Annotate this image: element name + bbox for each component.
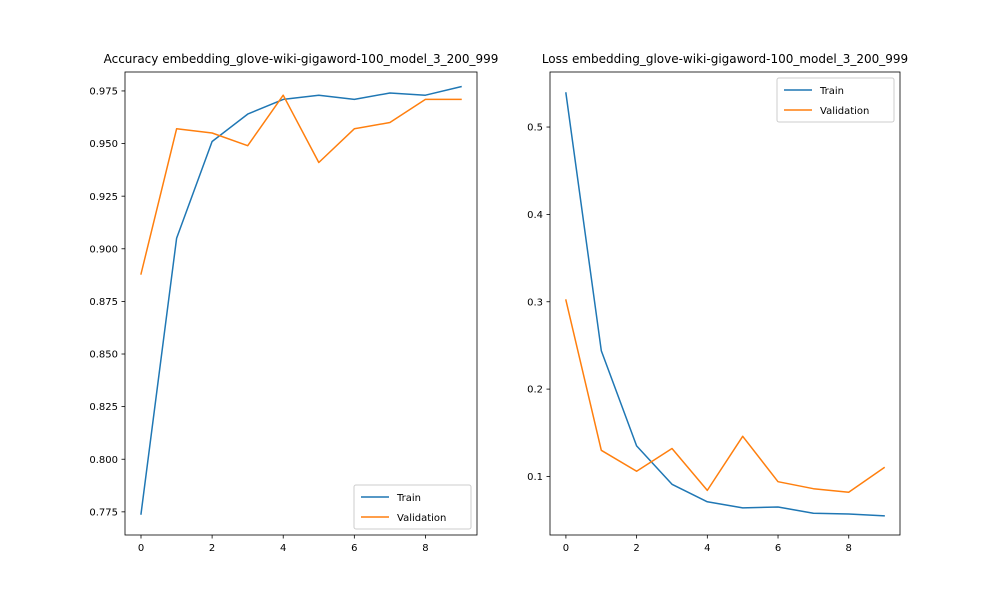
accuracy-validation-line [140, 94, 462, 275]
loss-chart-title: Loss embedding_glove-wiki-gigaword-100_m… [542, 52, 908, 66]
loss-axes-frame [549, 71, 901, 536]
accuracy-y-tick-label: 0.900 [89, 244, 118, 255]
accuracy-train-line [140, 85, 462, 515]
loss-x-tick-label: 8 [846, 543, 852, 554]
accuracy-x-tick-label: 6 [351, 543, 357, 554]
accuracy-legend-box [353, 484, 472, 530]
accuracy-y-tick-label: 0.825 [89, 402, 118, 413]
accuracy-y-tick-label: 0.975 [89, 87, 118, 98]
accuracy-chart-title: Accuracy embedding_glove-wiki-gigaword-1… [104, 52, 499, 66]
loss-legend-label-train: Train [819, 86, 844, 97]
loss-y-tick-label: 0.4 [527, 210, 543, 221]
accuracy-legend: Train Validation [353, 484, 472, 530]
accuracy-legend-label-train: Train [396, 493, 421, 504]
loss-legend-label-validation: Validation [820, 106, 869, 117]
accuracy-y-tick-label: 0.875 [89, 297, 118, 308]
loss-legend-box [776, 77, 895, 123]
loss-x-tick-label: 0 [563, 543, 569, 554]
accuracy-x-tick-label: 2 [209, 543, 215, 554]
loss-y-tick-label: 0.5 [527, 123, 543, 134]
loss-y-tick-label: 0.1 [527, 472, 543, 483]
loss-x-tick-label: 4 [704, 543, 710, 554]
loss-x-tick-label: 6 [775, 543, 781, 554]
accuracy-y-tick-label: 0.925 [89, 192, 118, 203]
loss-train-line [565, 92, 885, 517]
loss-x-tick-label: 2 [633, 543, 639, 554]
accuracy-legend-label-validation: Validation [397, 513, 446, 524]
accuracy-y-tick-label: 0.775 [89, 507, 118, 518]
loss-chart: 0 2 4 6 8 0.1 0.2 0.3 0.4 0.5 Loss embedding_glove… [527, 52, 908, 554]
loss-legend: Train Validation [776, 77, 895, 123]
loss-validation-line [564, 299, 886, 493]
accuracy-x-tick-label: 4 [280, 543, 286, 554]
loss-y-tick-label: 0.2 [527, 385, 543, 396]
accuracy-x-tick-label: 0 [138, 543, 144, 554]
accuracy-y-tick-label: 0.800 [89, 455, 118, 466]
accuracy-y-tick-label: 0.950 [89, 139, 118, 150]
accuracy-axes-frame [124, 71, 478, 536]
loss-y-tick-label: 0.3 [527, 297, 543, 308]
accuracy-y-tick-label: 0.850 [89, 350, 118, 361]
accuracy-x-tick-label: 8 [422, 543, 428, 554]
accuracy-chart: 0 2 4 6 8 0.775 0.800 0.825 0.850 0.875 0.900 0.925… [89, 52, 498, 554]
